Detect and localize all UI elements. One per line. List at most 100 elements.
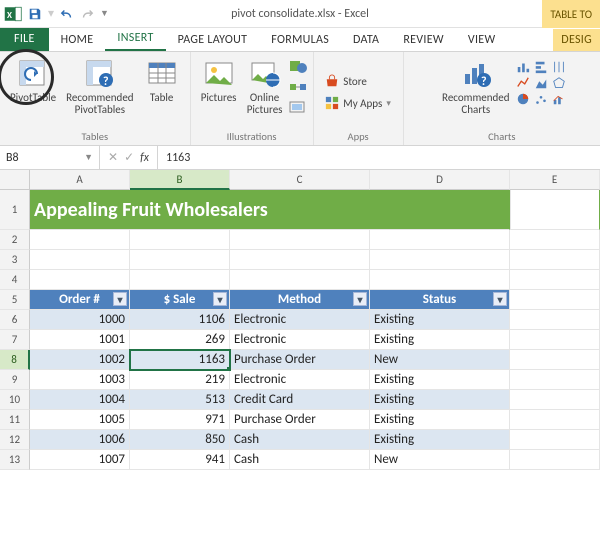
cell[interactable]: 941 xyxy=(130,450,230,470)
column-header[interactable]: A xyxy=(30,170,130,190)
header-order[interactable]: Order #▾ xyxy=(30,290,130,310)
cell[interactable]: 1001 xyxy=(30,330,130,350)
cell[interactable] xyxy=(510,330,600,350)
filter-dropdown-icon[interactable]: ▾ xyxy=(213,292,227,306)
screenshot-icon[interactable] xyxy=(289,100,307,114)
online-pictures-button[interactable]: Online Pictures xyxy=(243,56,287,118)
pivottable-button[interactable]: PivotTable xyxy=(6,56,60,106)
row-header[interactable]: 4 xyxy=(0,270,30,290)
cell[interactable] xyxy=(230,230,370,250)
cell[interactable] xyxy=(510,430,600,450)
cell[interactable] xyxy=(510,230,600,250)
my-apps-button[interactable]: My Apps ▾ xyxy=(325,96,391,110)
cell[interactable]: Cash xyxy=(230,450,370,470)
cell[interactable]: New xyxy=(370,450,510,470)
select-all-corner[interactable] xyxy=(0,170,30,190)
table-button[interactable]: Table xyxy=(140,56,184,106)
tab-file[interactable]: FILE xyxy=(0,27,49,51)
recommended-pivottables-button[interactable]: ? Recommended PivotTables xyxy=(62,56,137,118)
header-sale[interactable]: $ Sale▾ xyxy=(130,290,230,310)
row-header[interactable]: 2 xyxy=(0,230,30,250)
tab-view[interactable]: VIEW xyxy=(456,29,508,51)
combo-chart-icon[interactable] xyxy=(552,92,566,106)
cell[interactable] xyxy=(30,230,130,250)
cell[interactable] xyxy=(130,230,230,250)
header-method[interactable]: Method▾ xyxy=(230,290,370,310)
cell[interactable]: Credit Card xyxy=(230,390,370,410)
tab-data[interactable]: DATA xyxy=(341,29,391,51)
row-header[interactable]: 1 xyxy=(0,190,30,230)
cell[interactable]: 1004 xyxy=(30,390,130,410)
cell[interactable] xyxy=(370,230,510,250)
row-header[interactable]: 7 xyxy=(0,330,30,350)
recommended-charts-button[interactable]: ? Recommended Charts xyxy=(438,56,513,118)
cell[interactable]: New xyxy=(370,350,510,370)
cell[interactable] xyxy=(510,290,600,310)
cell[interactable]: Electronic xyxy=(230,310,370,330)
radar-chart-icon[interactable] xyxy=(552,76,566,90)
tab-design[interactable]: DESIG xyxy=(553,29,600,51)
row-header[interactable]: 3 xyxy=(0,250,30,270)
cell[interactable]: 1002 xyxy=(30,350,130,370)
row-header[interactable]: 9 xyxy=(0,370,30,390)
shapes-icon[interactable] xyxy=(289,60,307,74)
column-header-selected[interactable]: B xyxy=(130,170,230,190)
undo-icon[interactable] xyxy=(60,7,74,21)
cell[interactable] xyxy=(130,270,230,290)
cell[interactable] xyxy=(370,270,510,290)
formula-input[interactable]: 1163 xyxy=(158,146,600,169)
filter-dropdown-icon[interactable]: ▾ xyxy=(493,292,507,306)
row-header-selected[interactable]: 8 xyxy=(0,350,30,370)
cell[interactable]: Existing xyxy=(370,310,510,330)
header-status[interactable]: Status▾ xyxy=(370,290,510,310)
smartart-icon[interactable] xyxy=(289,80,307,94)
line-chart-icon[interactable] xyxy=(516,76,530,90)
column-header[interactable]: D xyxy=(370,170,510,190)
tab-review[interactable]: REVIEW xyxy=(391,29,456,51)
cell[interactable] xyxy=(510,370,600,390)
cell[interactable]: 850 xyxy=(130,430,230,450)
pie-chart-icon[interactable] xyxy=(516,92,530,106)
column-header[interactable]: C xyxy=(230,170,370,190)
cell[interactable] xyxy=(510,310,600,330)
qat-more-icon[interactable]: ▼ xyxy=(100,8,109,19)
name-box[interactable]: B8 ▼ xyxy=(0,146,100,169)
stock-chart-icon[interactable] xyxy=(552,60,566,74)
fx-icon[interactable]: fx xyxy=(140,151,149,165)
cell[interactable]: Cash xyxy=(230,430,370,450)
scatter-chart-icon[interactable] xyxy=(534,92,548,106)
cell[interactable]: Existing xyxy=(370,390,510,410)
cell[interactable]: 1007 xyxy=(30,450,130,470)
tab-page-layout[interactable]: PAGE LAYOUT xyxy=(166,29,260,51)
cell[interactable]: Electronic xyxy=(230,370,370,390)
cell[interactable]: 971 xyxy=(130,410,230,430)
area-chart-icon[interactable] xyxy=(534,76,548,90)
name-box-dropdown-icon[interactable]: ▼ xyxy=(84,152,93,163)
store-button[interactable]: Store xyxy=(325,74,367,88)
cell[interactable] xyxy=(510,270,600,290)
cell[interactable] xyxy=(510,190,600,230)
cell[interactable]: Existing xyxy=(370,370,510,390)
row-header[interactable]: 13 xyxy=(0,450,30,470)
cell[interactable]: Existing xyxy=(370,330,510,350)
cell[interactable]: 1000 xyxy=(30,310,130,330)
tab-insert[interactable]: INSERT xyxy=(105,27,165,51)
cell[interactable] xyxy=(230,250,370,270)
cell[interactable] xyxy=(30,270,130,290)
cell[interactable]: Existing xyxy=(370,410,510,430)
pictures-button[interactable]: Pictures xyxy=(197,56,241,106)
redo-icon[interactable] xyxy=(80,7,94,21)
enter-formula-icon[interactable]: ✓ xyxy=(124,150,134,165)
cell[interactable]: 1106 xyxy=(130,310,230,330)
cell[interactable] xyxy=(510,450,600,470)
bar-chart-icon[interactable] xyxy=(534,60,548,74)
cell[interactable]: Purchase Order xyxy=(230,410,370,430)
cell[interactable] xyxy=(510,390,600,410)
cell[interactable]: 1005 xyxy=(30,410,130,430)
filter-dropdown-icon[interactable]: ▾ xyxy=(353,292,367,306)
cell[interactable]: 513 xyxy=(130,390,230,410)
column-header[interactable]: E xyxy=(510,170,600,190)
row-header[interactable]: 11 xyxy=(0,410,30,430)
row-header[interactable]: 10 xyxy=(0,390,30,410)
row-header[interactable]: 5 xyxy=(0,290,30,310)
